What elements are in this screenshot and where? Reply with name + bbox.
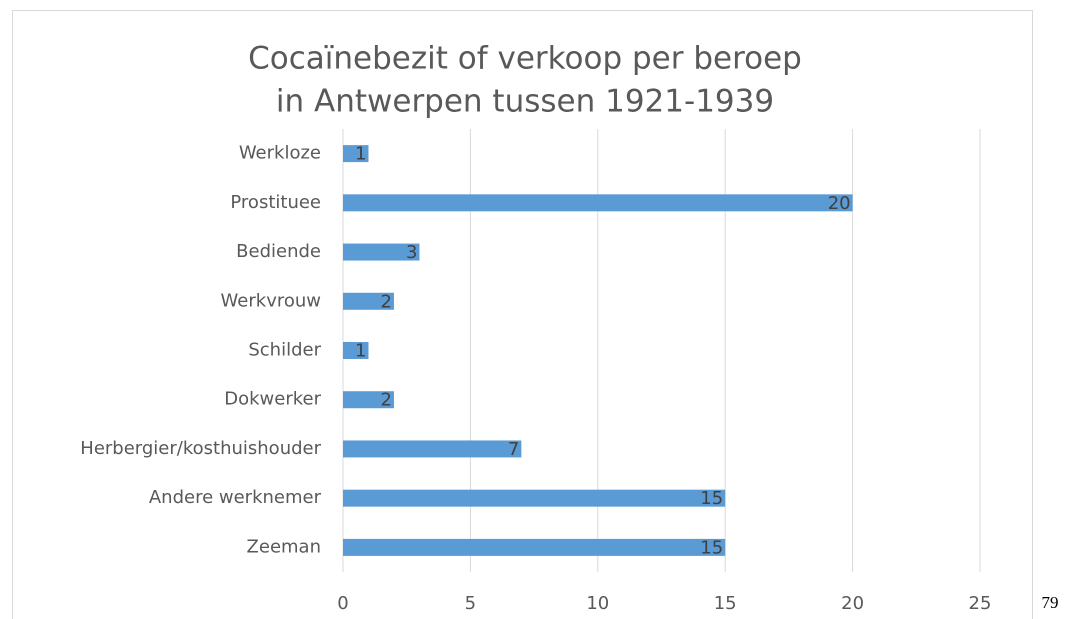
value-label: 3 [406,242,417,263]
y-tick-label: Herbergier/kosthuishouder [80,438,321,459]
y-tick-label: Zeeman [247,536,321,557]
x-tick-label: 15 [714,593,737,614]
y-tick-label: Dokwerker [224,389,321,410]
value-label: 2 [381,291,392,312]
y-tick-label: Andere werknemer [149,487,322,508]
bar [343,440,522,458]
value-label: 1 [355,144,366,165]
value-label: 20 [828,193,851,214]
y-tick-label: Prostituee [230,192,321,213]
bar [343,489,726,507]
x-tick-label: 20 [841,593,864,614]
value-label: 1 [355,341,366,362]
value-label: 7 [508,439,519,460]
value-label: 15 [700,488,723,509]
bar [343,391,394,409]
y-tick-label: Werkvrouw [221,290,321,311]
bar [343,538,726,556]
x-tick-label: 25 [969,593,992,614]
value-label: 2 [381,390,392,411]
chart-title: Cocaïnebezit of verkoop per beroep [248,41,802,77]
bar [343,243,420,261]
page-number: 79 [1042,593,1059,612]
value-label: 15 [700,537,723,558]
x-tick-label: 10 [586,593,609,614]
bar [343,194,853,212]
bar [343,145,369,163]
y-tick-label: Schilder [248,340,321,361]
x-tick-label: 0 [337,593,348,614]
bar [343,292,394,310]
chart-frame [12,10,1033,619]
x-tick-label: 5 [465,593,476,614]
bar [343,342,369,359]
y-tick-label: Bediende [236,241,321,262]
chart-title: in Antwerpen tussen 1921-1939 [276,84,774,120]
y-tick-label: Werkloze [239,143,321,164]
